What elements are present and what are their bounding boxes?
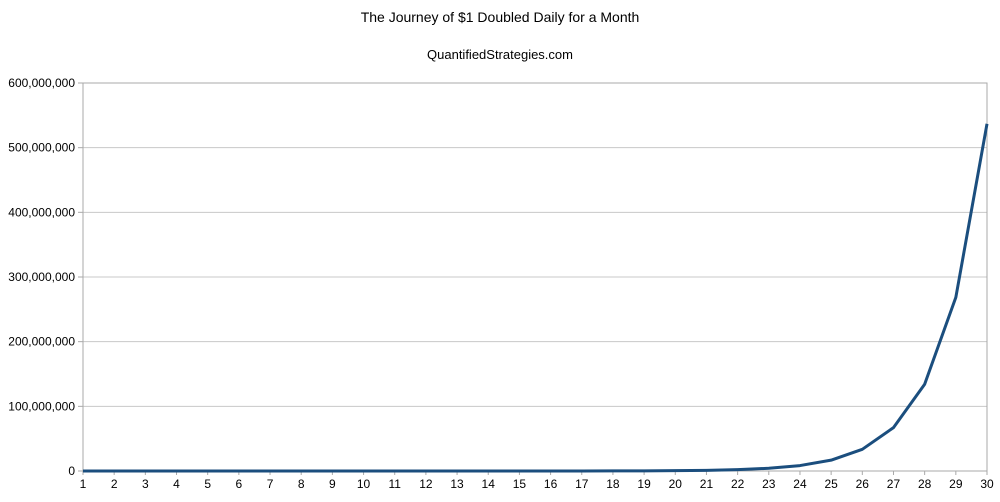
x-axis-tick-label: 7 [267,477,274,491]
x-axis-tick-label: 24 [793,477,807,491]
y-axis-tick-label: 300,000,000 [8,270,75,284]
x-axis-tick-label: 27 [887,477,901,491]
x-axis-tick-label: 5 [204,477,211,491]
x-axis-tick-label: 2 [111,477,118,491]
y-axis-tick-label: 400,000,000 [8,205,75,219]
y-axis-tick-label: 600,000,000 [8,76,75,90]
x-axis-tick-label: 20 [669,477,683,491]
x-axis-tick-label: 15 [513,477,527,491]
chart-title: The Journey of $1 Doubled Daily for a Mo… [360,9,640,25]
x-axis-tick-label: 9 [329,477,336,491]
x-axis-tick-label: 8 [298,477,305,491]
chart-subtitle: QuantifiedStrategies.com [427,47,573,62]
y-axis-tick-label: 100,000,000 [8,399,75,413]
x-axis-tick-label: 28 [918,477,932,491]
x-axis-tick-label: 16 [544,477,558,491]
x-axis-tick-label: 30 [980,477,994,491]
y-axis-tick-label: 200,000,000 [8,335,75,349]
data-line [83,123,989,473]
x-axis-tick-label: 13 [450,477,464,491]
x-axis-tick-label: 17 [575,477,589,491]
x-axis-tick-label: 25 [824,477,838,491]
x-axis-tick-label: 3 [142,477,149,491]
x-axis-tick-label: 19 [637,477,651,491]
x-axis-tick-label: 4 [173,477,180,491]
x-axis-tick-label: 29 [949,477,963,491]
x-axis-tick-label: 26 [856,477,870,491]
x-axis-tick-label: 14 [482,477,496,491]
y-axis-tick-label: 500,000,000 [8,141,75,155]
y-axis-tick-label: 0 [68,464,75,478]
x-axis-tick-label: 22 [731,477,745,491]
x-axis-tick-label: 21 [700,477,714,491]
x-axis-tick-label: 1 [80,477,87,491]
x-axis-tick-label: 11 [388,477,401,491]
x-axis-tick-label: 10 [357,477,371,491]
x-axis-tick-label: 23 [762,477,776,491]
x-axis-tick-label: 6 [236,477,243,491]
x-axis-tick-label: 18 [606,477,620,491]
x-axis-tick-label: 12 [419,477,433,491]
